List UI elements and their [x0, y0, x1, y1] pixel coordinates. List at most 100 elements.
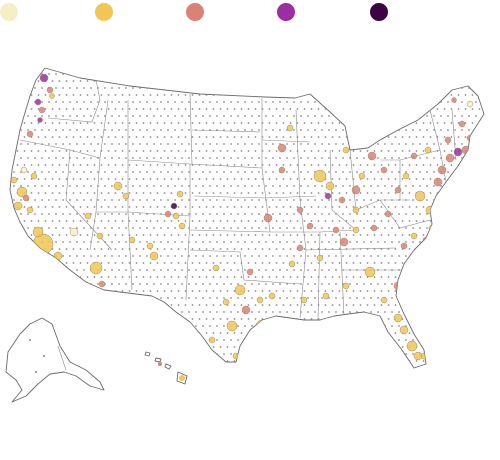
county-dot — [398, 255, 400, 257]
county-dot — [429, 178, 432, 180]
county-dot — [265, 353, 267, 355]
county-dot — [450, 136, 453, 138]
county-dot — [233, 94, 236, 96]
county-dot — [296, 164, 299, 166]
county-dot — [58, 122, 61, 124]
city-marker-yellow — [352, 206, 360, 214]
city-marker-yellow — [146, 242, 154, 250]
county-dot — [114, 360, 117, 362]
county-dot — [303, 276, 306, 278]
county-dot — [230, 171, 232, 173]
county-dot — [100, 248, 103, 250]
county-dot — [97, 311, 99, 313]
county-dot — [153, 101, 155, 103]
county-dot — [233, 80, 236, 82]
county-dot — [104, 143, 106, 145]
county-dot — [328, 199, 330, 201]
county-dot — [188, 185, 190, 187]
county-dot — [380, 248, 383, 250]
county-dot — [233, 248, 236, 250]
county-dot — [41, 87, 43, 89]
county-dot — [447, 269, 449, 271]
county-dot — [440, 353, 442, 355]
city-marker-yellow — [30, 172, 38, 180]
county-dot — [408, 262, 411, 264]
county-dot — [212, 248, 215, 250]
county-dot — [324, 108, 327, 110]
county-dot — [394, 206, 397, 208]
city-marker-yellow — [178, 222, 186, 230]
county-dot — [486, 136, 488, 138]
county-dot — [457, 178, 460, 180]
city-marker-yellow — [313, 169, 327, 183]
county-dot — [317, 290, 320, 292]
county-dot — [486, 332, 488, 334]
city-marker-salmon — [458, 120, 466, 128]
county-dot — [342, 269, 344, 271]
county-dot — [443, 108, 446, 110]
county-dot — [69, 241, 71, 243]
county-dot — [261, 304, 264, 306]
county-dot — [177, 164, 180, 166]
county-dot — [377, 241, 379, 243]
county-dot — [254, 80, 257, 82]
county-dot — [202, 73, 204, 75]
county-dot — [289, 248, 292, 250]
county-dot — [237, 213, 239, 215]
county-dot — [303, 234, 306, 236]
county-dot — [307, 199, 309, 201]
county-dot — [454, 283, 456, 285]
county-dot — [97, 227, 99, 229]
city-marker-yellow — [16, 186, 28, 198]
county-dot — [279, 73, 281, 75]
county-dot — [41, 157, 43, 159]
county-dot — [387, 192, 390, 194]
county-dot — [146, 129, 148, 131]
county-dot — [125, 269, 127, 271]
county-dot — [475, 199, 477, 201]
county-dot — [198, 346, 201, 348]
county-dot — [426, 115, 428, 117]
county-dot — [223, 171, 225, 173]
county-dot — [335, 241, 337, 243]
county-dot — [384, 367, 386, 368]
legend-swatch-level-2 — [95, 3, 113, 21]
city-marker-salmon — [422, 236, 430, 244]
county-dot — [184, 248, 187, 250]
county-dot — [209, 185, 211, 187]
city-marker-yellow — [268, 292, 276, 300]
county-dot — [240, 220, 243, 222]
county-dot — [401, 164, 404, 166]
county-dot — [321, 311, 323, 313]
county-dot — [191, 360, 194, 362]
city-marker-yellow — [325, 181, 335, 191]
county-dot — [223, 241, 225, 243]
county-dot — [170, 248, 173, 250]
county-dot — [23, 318, 26, 320]
county-dot — [282, 248, 285, 250]
county-dot — [384, 143, 386, 145]
county-dot — [436, 332, 439, 334]
county-dot — [170, 192, 173, 194]
county-dot — [223, 367, 225, 368]
city-marker-yellow — [222, 298, 230, 306]
county-dot — [212, 304, 215, 306]
county-dot — [328, 73, 330, 75]
county-dot — [34, 255, 36, 257]
county-dot — [170, 220, 173, 222]
county-dot — [142, 206, 145, 208]
county-dot — [482, 367, 484, 368]
county-dot — [398, 297, 400, 299]
county-dot — [111, 269, 113, 271]
county-dot — [436, 80, 439, 82]
county-dot — [79, 262, 82, 264]
county-dot — [139, 339, 141, 341]
county-dot — [394, 346, 397, 348]
county-dot — [478, 150, 481, 152]
county-dot — [293, 311, 295, 313]
county-dot — [195, 227, 197, 229]
county-dot — [433, 73, 435, 75]
county-dot — [44, 220, 47, 222]
county-dot — [328, 283, 330, 285]
county-dot — [160, 185, 162, 187]
